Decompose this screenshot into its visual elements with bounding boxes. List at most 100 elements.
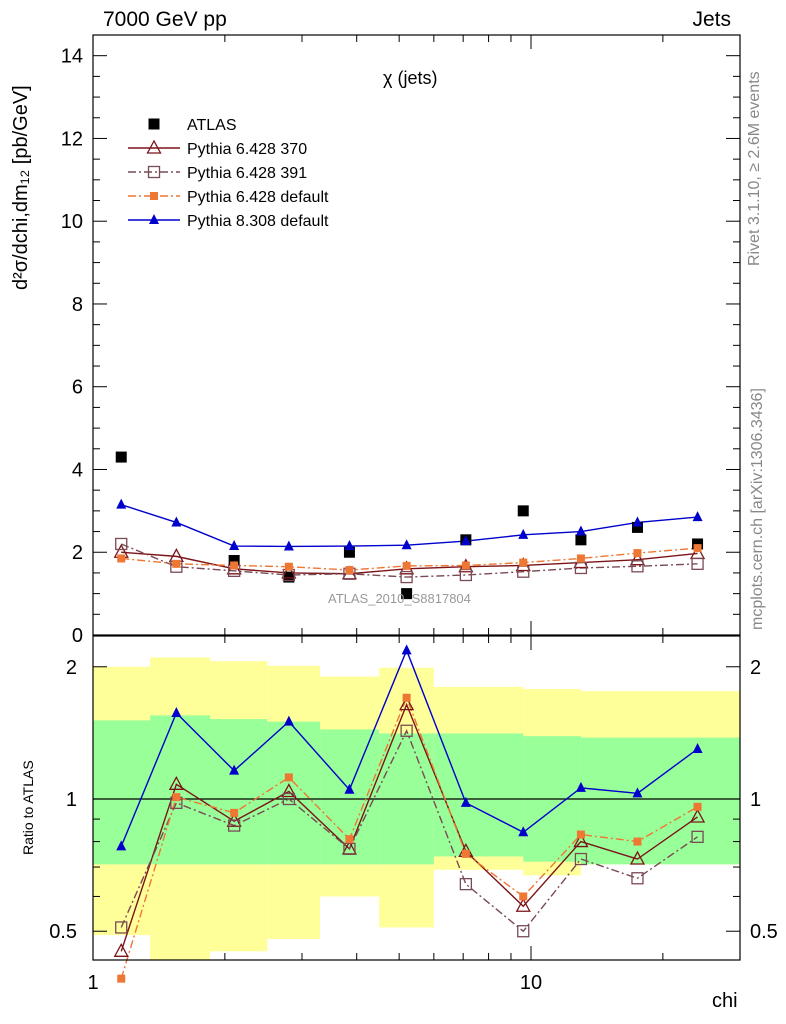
data-point — [283, 540, 294, 551]
data-point — [172, 559, 181, 568]
upper-line-p8def — [121, 503, 698, 548]
data-point — [692, 511, 703, 522]
data-point — [692, 538, 704, 550]
data-point — [146, 139, 162, 154]
ratio-y-tick-label-right: 1 — [750, 789, 761, 811]
data-point — [171, 706, 182, 717]
data-point — [575, 525, 586, 536]
data-point — [515, 897, 531, 912]
header-right: Jets — [692, 8, 731, 31]
ratio-uncertainty-bands — [93, 657, 740, 960]
data-point — [461, 849, 470, 858]
data-point — [519, 892, 528, 901]
data-point — [113, 942, 129, 957]
chart-title: χ (jets) — [383, 68, 438, 88]
data-point — [689, 808, 706, 823]
y-tick-label: 2 — [72, 542, 83, 564]
y-tick-label: 8 — [72, 294, 83, 316]
data-point — [631, 872, 644, 885]
ratio-y-tick-label: 0.5 — [49, 921, 77, 943]
data-point — [281, 783, 297, 798]
data-point — [172, 793, 181, 802]
ratio-y-tick-label: 2 — [66, 657, 77, 679]
data-point — [401, 644, 412, 655]
ratio-y-tick-label-right: 0.5 — [750, 921, 778, 943]
data-point — [115, 537, 128, 551]
ratio-y-axis-label: Ratio to ATLAS — [20, 760, 36, 855]
legend-label-p6def: Pythia 6.428 default — [187, 189, 329, 206]
data-point — [400, 570, 413, 584]
green-band-bin — [433, 733, 524, 857]
data-point — [631, 521, 643, 533]
data-point — [344, 540, 355, 551]
data-point — [344, 783, 355, 794]
data-point — [115, 921, 128, 934]
data-point — [632, 516, 643, 527]
y-tick-label: 4 — [72, 459, 83, 481]
data-point — [282, 792, 296, 806]
data-point — [117, 554, 126, 563]
ratio-line-p6def — [120, 695, 698, 979]
data-point — [517, 505, 529, 517]
ratio-frame — [92, 635, 741, 961]
green-band-bin — [210, 719, 268, 865]
rivet-label: Rivet 3.1.10, ≥ 2.6M events — [746, 71, 763, 266]
data-point — [401, 539, 412, 550]
x-tick-label: 1 — [87, 972, 98, 994]
data-point — [461, 561, 470, 570]
data-point — [115, 451, 127, 463]
data-point — [149, 214, 159, 224]
data-point — [402, 693, 411, 702]
data-point — [147, 165, 161, 179]
watermark: ATLAS_2010_S8817804 — [328, 591, 471, 606]
data-point — [693, 544, 702, 553]
data-point — [574, 852, 588, 866]
data-point — [227, 819, 241, 832]
data-point — [148, 118, 160, 130]
data-point — [460, 535, 471, 546]
data-point — [691, 830, 704, 844]
y-tick-label: 12 — [61, 128, 83, 150]
data-point — [401, 588, 413, 600]
data-point — [633, 549, 642, 558]
legend-label-p370: Pythia 6.428 370 — [187, 141, 307, 158]
data-point — [117, 974, 126, 983]
data-point — [150, 192, 158, 200]
data-point — [574, 561, 588, 575]
ratio-line-p370 — [120, 702, 698, 952]
green-band-bin — [580, 737, 740, 865]
data-point — [459, 877, 473, 891]
data-point — [575, 781, 586, 792]
legend-label-p8def: Pythia 8.308 default — [187, 213, 329, 230]
data-point — [400, 724, 413, 737]
data-point — [230, 561, 239, 570]
data-point — [629, 551, 646, 566]
data-point — [518, 826, 529, 837]
data-point — [629, 850, 646, 865]
data-point — [399, 696, 415, 711]
data-point — [693, 802, 702, 811]
data-point — [459, 568, 473, 582]
data-point — [284, 773, 293, 782]
data-markers — [113, 451, 706, 983]
data-point — [345, 835, 354, 844]
green-band-bin — [93, 720, 151, 865]
data-point — [517, 925, 530, 938]
header-left: 7000 GeV pp — [103, 8, 227, 31]
data-point — [576, 830, 585, 839]
legend: ATLAS Pythia 6.428 370 Pythia 6.428 391 Pyt… — [128, 117, 329, 230]
data-point — [460, 796, 471, 807]
mcplots-label: mcplots.cern.ch [arXiv:1306.3436] — [749, 388, 766, 630]
data-point — [691, 557, 704, 570]
y-tick-label: 0 — [72, 625, 83, 647]
data-point — [518, 528, 529, 539]
data-point — [229, 540, 240, 551]
data-point — [575, 534, 587, 546]
x-axis-label: chi — [712, 990, 738, 1012]
data-point — [283, 571, 295, 583]
data-point — [576, 554, 585, 563]
data-point — [171, 516, 182, 527]
x-tick-label: 10 — [520, 972, 542, 994]
ratio-y-tick-label-right: 2 — [750, 657, 761, 679]
